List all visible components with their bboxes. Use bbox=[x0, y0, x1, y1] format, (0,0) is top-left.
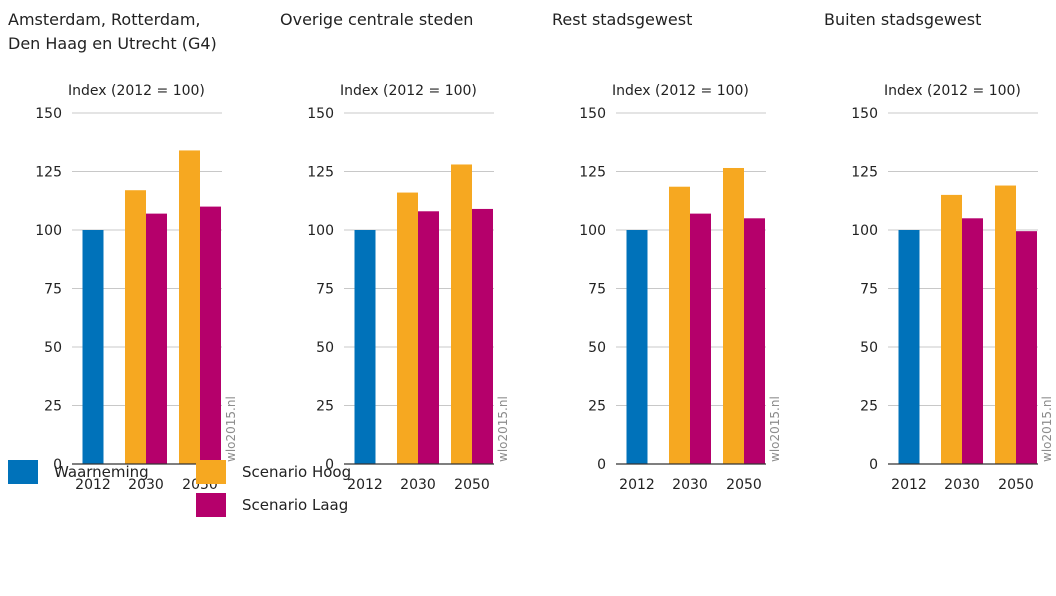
panel-3-bar-scenario-laag-2030 bbox=[690, 213, 711, 464]
panel-1-y-axis-label: Index (2012 = 100) bbox=[68, 83, 205, 99]
panel-2-bar-scenario-laag-2050 bbox=[472, 208, 493, 464]
panel-1-y-tick-125: 125 bbox=[35, 165, 62, 181]
panel-3-y-axis-label: Index (2012 = 100) bbox=[612, 83, 749, 99]
legend-label-waarneming: Waarneming bbox=[54, 463, 149, 481]
panel-1-y-tick-0: 0 bbox=[53, 457, 62, 473]
panel-4-y-tick-100: 100 bbox=[851, 223, 878, 239]
panel-2-y-axis-label: Index (2012 = 100) bbox=[340, 83, 477, 99]
panel-3-y-tick-25: 25 bbox=[588, 399, 606, 415]
panel-1-y-tick-50: 50 bbox=[44, 340, 62, 356]
panel-2-x-tick-2030: 2030 bbox=[400, 477, 436, 493]
panel-4-bar-waarneming-2012 bbox=[898, 230, 920, 464]
panel-2-x-tick-2050: 2050 bbox=[454, 477, 490, 493]
panel-2-watermark: wlo2015.nl bbox=[496, 396, 510, 462]
panel-4-bar-scenario-hoog-2050 bbox=[995, 185, 1016, 465]
panel-4-bar-scenario-laag-2030 bbox=[962, 218, 983, 464]
panel-4-y-axis-label: Index (2012 = 100) bbox=[884, 83, 1021, 99]
legend-swatch-waarneming bbox=[8, 460, 38, 484]
panel-4-y-tick-75: 75 bbox=[860, 282, 878, 298]
panel-3-bar-waarneming-2012 bbox=[626, 230, 648, 464]
panel-4-x-tick-2050: 2050 bbox=[998, 477, 1034, 493]
panel-3-x-tick-2012: 2012 bbox=[619, 477, 655, 493]
legend-swatch-scenario-laag bbox=[196, 493, 226, 517]
panel-4-watermark: wlo2015.nl bbox=[1040, 396, 1054, 462]
panel-4-y-tick-125: 125 bbox=[851, 165, 878, 181]
panel-4-x-tick-2030: 2030 bbox=[944, 477, 980, 493]
panel-4-y-tick-25: 25 bbox=[860, 399, 878, 415]
panel-3-bar-scenario-hoog-2030 bbox=[669, 186, 690, 464]
panel-3-y-tick-50: 50 bbox=[588, 340, 606, 356]
panel-3-y-tick-125: 125 bbox=[579, 165, 606, 181]
panel-2-y-tick-75: 75 bbox=[316, 282, 334, 298]
panel-2-y-tick-150: 150 bbox=[307, 106, 334, 122]
panel-3-y-tick-75: 75 bbox=[588, 282, 606, 298]
panel-1-bar-scenario-hoog-2050 bbox=[179, 150, 200, 464]
panel-1-bar-scenario-hoog-2030 bbox=[125, 190, 146, 464]
panel-3-title-line-1: Rest stadsgewest bbox=[552, 10, 692, 29]
panel-1-y-tick-150: 150 bbox=[35, 106, 62, 122]
panel-2-y-tick-25: 25 bbox=[316, 399, 334, 415]
panel-3-watermark: wlo2015.nl bbox=[768, 396, 782, 462]
panel-2-y-tick-125: 125 bbox=[307, 165, 334, 181]
panel-1-title-line-2: Den Haag en Utrecht (G4) bbox=[8, 34, 217, 53]
panel-2-x-tick-2012: 2012 bbox=[347, 477, 383, 493]
legend-swatch-scenario-hoog bbox=[196, 460, 226, 484]
panel-3-bar-scenario-laag-2050 bbox=[744, 218, 765, 464]
panel-4-x-tick-2012: 2012 bbox=[891, 477, 927, 493]
panel-3-x-tick-2030: 2030 bbox=[672, 477, 708, 493]
panel-4-bar-scenario-hoog-2030 bbox=[941, 194, 962, 464]
panel-1-y-tick-100: 100 bbox=[35, 223, 62, 239]
panel-3-bar-scenario-hoog-2050 bbox=[723, 167, 744, 465]
panel-2-bar-scenario-hoog-2030 bbox=[397, 192, 418, 464]
panel-4-y-tick-150: 150 bbox=[851, 106, 878, 122]
panel-2-bar-scenario-hoog-2050 bbox=[451, 164, 472, 465]
panel-1-bar-scenario-laag-2030 bbox=[146, 213, 167, 464]
panel-2-y-tick-50: 50 bbox=[316, 340, 334, 356]
panel-4-y-tick-0: 0 bbox=[869, 457, 878, 473]
panel-3-y-tick-100: 100 bbox=[579, 223, 606, 239]
panel-4-title-line-1: Buiten stadsgewest bbox=[824, 10, 981, 29]
panel-4-bar-scenario-laag-2050 bbox=[1016, 231, 1037, 464]
panel-1-x-tick-2012: 2012 bbox=[75, 477, 111, 493]
panel-1-bar-waarneming-2012 bbox=[82, 230, 104, 464]
panel-1-y-tick-25: 25 bbox=[44, 399, 62, 415]
panel-1-bar-scenario-laag-2050 bbox=[200, 206, 221, 464]
panel-1-y-tick-75: 75 bbox=[44, 282, 62, 298]
panel-2-bar-scenario-laag-2030 bbox=[418, 211, 439, 464]
panel-1-x-tick-2030: 2030 bbox=[128, 477, 164, 493]
panel-2-bar-waarneming-2012 bbox=[354, 230, 376, 464]
panel-2-y-tick-0: 0 bbox=[325, 457, 334, 473]
legend-label-scenario-hoog: Scenario Hoog bbox=[242, 463, 352, 481]
panel-3-x-tick-2050: 2050 bbox=[726, 477, 762, 493]
panel-2-y-tick-100: 100 bbox=[307, 223, 334, 239]
panel-3-y-tick-0: 0 bbox=[597, 457, 606, 473]
panel-1-watermark: wlo2015.nl bbox=[224, 396, 238, 462]
panel-4-y-tick-50: 50 bbox=[860, 340, 878, 356]
panel-1-title-line-1: Amsterdam, Rotterdam, bbox=[8, 10, 201, 29]
charts-canvas: Amsterdam, Rotterdam, Den Haag en Utrecht… bbox=[8, 10, 1054, 493]
panel-2-title-line-1: Overige centrale steden bbox=[280, 10, 473, 29]
legend-label-scenario-laag: Scenario Laag bbox=[242, 496, 349, 514]
panel-3-y-tick-150: 150 bbox=[579, 106, 606, 122]
